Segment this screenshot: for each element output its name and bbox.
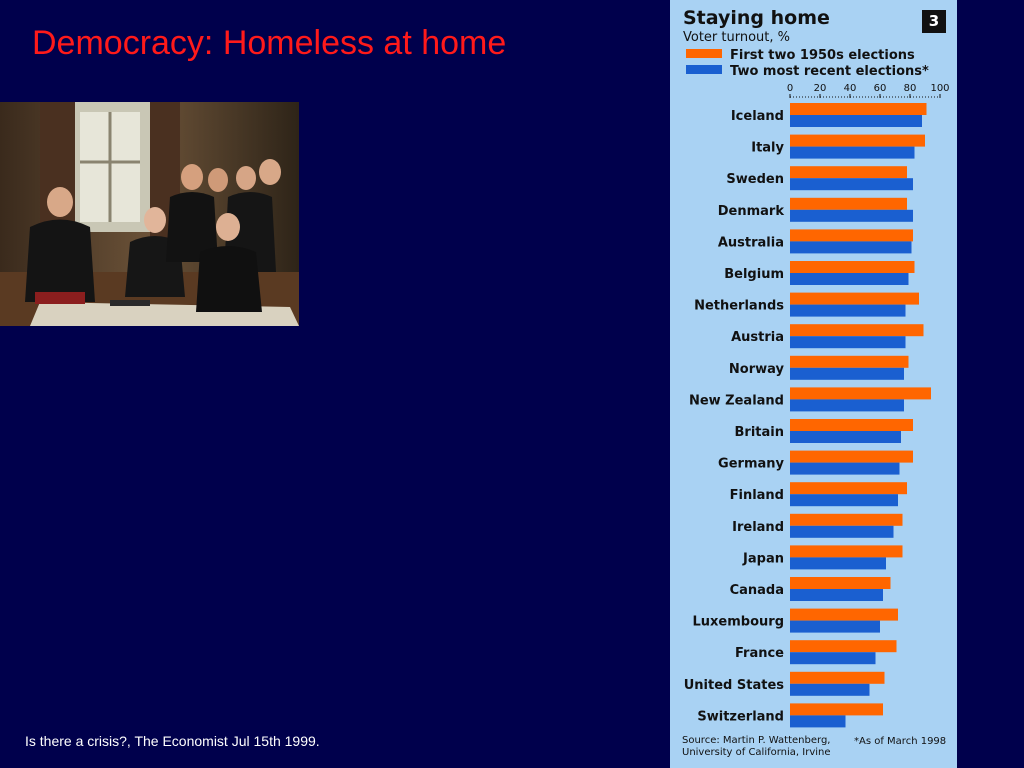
x-tick-label: 80 bbox=[904, 83, 917, 94]
bar-1950s bbox=[790, 355, 909, 368]
category-label: Australia bbox=[718, 235, 784, 250]
bar-recent bbox=[790, 715, 846, 728]
bar-recent bbox=[790, 462, 900, 475]
bar-1950s bbox=[790, 103, 927, 115]
x-tick-label: 40 bbox=[844, 83, 857, 94]
x-tick-label: 60 bbox=[874, 83, 887, 94]
bar-recent bbox=[790, 525, 894, 538]
category-label: Italy bbox=[751, 141, 784, 156]
bar-recent bbox=[790, 683, 870, 696]
category-label: United States bbox=[684, 678, 785, 693]
category-label: Iceland bbox=[731, 109, 784, 124]
bar-recent bbox=[790, 557, 886, 570]
category-label: New Zealand bbox=[689, 393, 784, 408]
bar-1950s bbox=[790, 134, 925, 147]
source-caption: Is there a crisis?, The Economist Jul 15… bbox=[25, 733, 320, 749]
chart-number-badge: 3 bbox=[922, 10, 946, 33]
bar-recent bbox=[790, 115, 922, 127]
bar-recent bbox=[790, 367, 904, 380]
bar-1950s bbox=[790, 166, 907, 179]
bar-recent bbox=[790, 620, 880, 633]
bar-1950s bbox=[790, 419, 913, 431]
category-label: Austria bbox=[731, 330, 784, 345]
category-label: Norway bbox=[729, 362, 785, 377]
bar-1950s bbox=[790, 608, 898, 621]
bar-recent bbox=[790, 652, 876, 665]
bar-1950s bbox=[790, 387, 931, 400]
bar-recent bbox=[790, 399, 904, 412]
painting-image bbox=[0, 102, 299, 326]
slide-title: Democracy: Homeless at home bbox=[32, 24, 507, 62]
bar-recent bbox=[790, 146, 915, 159]
chart-panel: Staying home 3 Voter turnout, % First tw… bbox=[670, 0, 957, 768]
x-tick-label: 100 bbox=[930, 83, 949, 94]
x-tick-label: 20 bbox=[814, 83, 827, 94]
bar-1950s bbox=[790, 324, 924, 337]
bar-recent bbox=[790, 178, 913, 191]
bar-1950s bbox=[790, 229, 913, 242]
x-tick-label: 0 bbox=[787, 83, 793, 94]
painting-illustration bbox=[0, 102, 299, 326]
bar-1950s bbox=[790, 513, 903, 526]
category-label: Canada bbox=[730, 583, 784, 598]
category-label: Switzerland bbox=[697, 709, 784, 724]
category-label: Japan bbox=[742, 551, 784, 566]
chart-footnote: *As of March 1998 bbox=[854, 736, 947, 747]
bar-1950s bbox=[790, 577, 891, 589]
category-label: Germany bbox=[718, 457, 784, 472]
category-label: Sweden bbox=[726, 172, 784, 187]
bar-1950s bbox=[790, 482, 907, 495]
bar-recent bbox=[790, 336, 906, 349]
category-label: Finland bbox=[730, 488, 784, 503]
legend-item-1950s: First two 1950s elections bbox=[686, 48, 915, 63]
legend-swatch-recent bbox=[686, 65, 722, 74]
category-label: Belgium bbox=[724, 267, 784, 282]
bar-recent bbox=[790, 209, 913, 222]
chart-source: Source: Martin P. Wattenberg, University… bbox=[682, 735, 831, 758]
category-label: Netherlands bbox=[694, 299, 784, 314]
bar-1950s bbox=[790, 450, 913, 463]
legend-label-recent: Two most recent elections* bbox=[730, 64, 929, 79]
bar-recent bbox=[790, 431, 901, 443]
category-label: Britain bbox=[735, 425, 784, 440]
bar-recent bbox=[790, 494, 898, 507]
bar-1950s bbox=[790, 703, 883, 716]
chart-subtitle: Voter turnout, % bbox=[683, 30, 791, 45]
category-label: Denmark bbox=[718, 204, 785, 219]
legend-item-recent: Two most recent elections* bbox=[686, 64, 929, 79]
bar-recent bbox=[790, 304, 906, 317]
bar-1950s bbox=[790, 545, 903, 558]
chart-title: Staying home bbox=[683, 7, 830, 29]
bar-chart: 0 20 40 60 80 100 Iceland Italy Sweden Denmark Aus… bbox=[684, 83, 950, 728]
category-label: Luxembourg bbox=[693, 615, 785, 630]
bar-1950s bbox=[790, 292, 919, 305]
category-label: France bbox=[735, 646, 784, 661]
bar-1950s bbox=[790, 671, 885, 684]
bar-1950s bbox=[790, 197, 907, 210]
bar-1950s bbox=[790, 640, 897, 653]
bar-recent bbox=[790, 589, 883, 601]
bar-recent bbox=[790, 241, 912, 254]
bar-1950s bbox=[790, 261, 915, 273]
legend-label-1950s: First two 1950s elections bbox=[730, 48, 915, 63]
bar-recent bbox=[790, 273, 909, 285]
legend-swatch-1950s bbox=[686, 49, 722, 58]
category-label: Ireland bbox=[732, 520, 784, 535]
